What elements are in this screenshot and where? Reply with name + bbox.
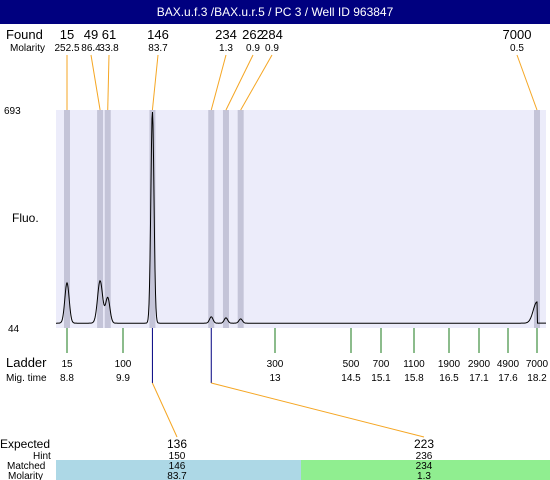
found-size-label: 284 xyxy=(261,27,283,42)
peak-leader-line xyxy=(240,54,273,111)
matched-value: 234 xyxy=(416,461,433,472)
peak-leader-line xyxy=(151,54,159,111)
molarity-bottom-label: Molarity xyxy=(8,471,43,480)
ladder-size-label: 700 xyxy=(373,359,390,370)
ladder-mig-time-label: 17.6 xyxy=(498,373,518,384)
peak-band xyxy=(64,110,70,328)
ladder-size-label: 7000 xyxy=(526,359,549,370)
hint-value: 150 xyxy=(169,451,186,462)
peak-band xyxy=(149,110,156,328)
window-title: BAX.u.f.3 /BAX.u.r.5 / PC 3 / Well ID 96… xyxy=(156,5,394,19)
found-molarity-label: 1.3 xyxy=(219,43,233,54)
ladder-size-label: 15 xyxy=(61,359,73,370)
found-molarity-label: 0.9 xyxy=(246,43,260,54)
ladder-mig-time-label: 8.8 xyxy=(60,373,74,384)
ladder-mig-time-label: 15.1 xyxy=(371,373,391,384)
ladder-size-label: 1100 xyxy=(403,359,425,370)
y-min-label: 44 xyxy=(8,324,20,335)
found-molarity-label: 83.7 xyxy=(148,43,168,54)
y-axis-label: Fluo. xyxy=(12,211,39,225)
plot-area xyxy=(56,110,546,328)
ladder-label: Ladder xyxy=(6,355,47,370)
ladder-mig-time-label: 16.5 xyxy=(439,373,459,384)
expected-size-label: 136 xyxy=(167,437,187,451)
ladder-size-label: 4900 xyxy=(497,359,520,370)
ladder-mig-time-label: 15.8 xyxy=(404,373,424,384)
found-molarity-label: 0.9 xyxy=(265,43,279,54)
peak-band xyxy=(237,110,244,328)
matched-molarity-value: 1.3 xyxy=(417,471,431,480)
found-size-label: 146 xyxy=(147,27,169,42)
peak-band xyxy=(104,110,111,328)
matched-label: Matched xyxy=(7,461,45,472)
found-molarity-label: 86.4 xyxy=(81,43,101,54)
peak-band xyxy=(534,110,540,328)
ladder-mig-time-label: 18.2 xyxy=(527,373,547,384)
peak-leader-line xyxy=(90,54,101,111)
peak-band xyxy=(97,110,104,328)
found-molarity-label: 33.8 xyxy=(99,43,119,54)
peak-leader-line xyxy=(210,54,227,111)
ladder-mig-time-label: 17.1 xyxy=(469,373,489,384)
ladder-size-label: 300 xyxy=(267,359,284,370)
found-size-label: 234 xyxy=(215,27,237,42)
found-label: Found xyxy=(6,27,43,42)
ladder-mig-time-label: 13 xyxy=(269,373,281,384)
found-size-label: 15 xyxy=(60,27,74,42)
matched-value: 146 xyxy=(169,461,186,472)
mig-time-label: Mig. time xyxy=(6,373,47,384)
peak-leader-line xyxy=(107,54,110,111)
expected-size-label: 223 xyxy=(414,437,434,451)
found-molarity-label: 252.5 xyxy=(54,43,79,54)
peak-band xyxy=(222,110,229,328)
hint-value: 236 xyxy=(416,451,433,462)
y-max-label: 693 xyxy=(4,106,21,117)
ladder-mig-time-label: 14.5 xyxy=(341,373,361,384)
hint-label: Hint xyxy=(33,451,51,462)
found-size-label: 61 xyxy=(102,27,116,42)
peak-leader-line xyxy=(516,54,538,111)
ladder-size-label: 500 xyxy=(343,359,360,370)
molarity-label: Molarity xyxy=(10,43,45,54)
matched-molarity-value: 83.7 xyxy=(167,471,187,480)
ladder-size-label: 1900 xyxy=(438,359,461,370)
peak-leader-line xyxy=(225,54,254,111)
peak-band xyxy=(208,110,215,328)
found-size-label: 7000 xyxy=(503,27,532,42)
ladder-size-label: 2900 xyxy=(468,359,491,370)
ladder-mig-time-label: 9.9 xyxy=(116,373,130,384)
ladder-size-label: 100 xyxy=(115,359,132,370)
matched-cell xyxy=(56,460,301,480)
title-bar: BAX.u.f.3 /BAX.u.r.5 / PC 3 / Well ID 96… xyxy=(0,0,550,24)
matched-cell xyxy=(301,460,550,480)
found-size-label: 262 xyxy=(242,27,264,42)
expected-leader-line xyxy=(151,382,178,438)
expected-label: Expected xyxy=(0,437,50,451)
found-size-label: 49 xyxy=(84,27,98,42)
found-molarity-label: 0.5 xyxy=(510,43,524,54)
expected-leader-line xyxy=(211,382,425,438)
fluorescence-trace xyxy=(56,111,546,324)
